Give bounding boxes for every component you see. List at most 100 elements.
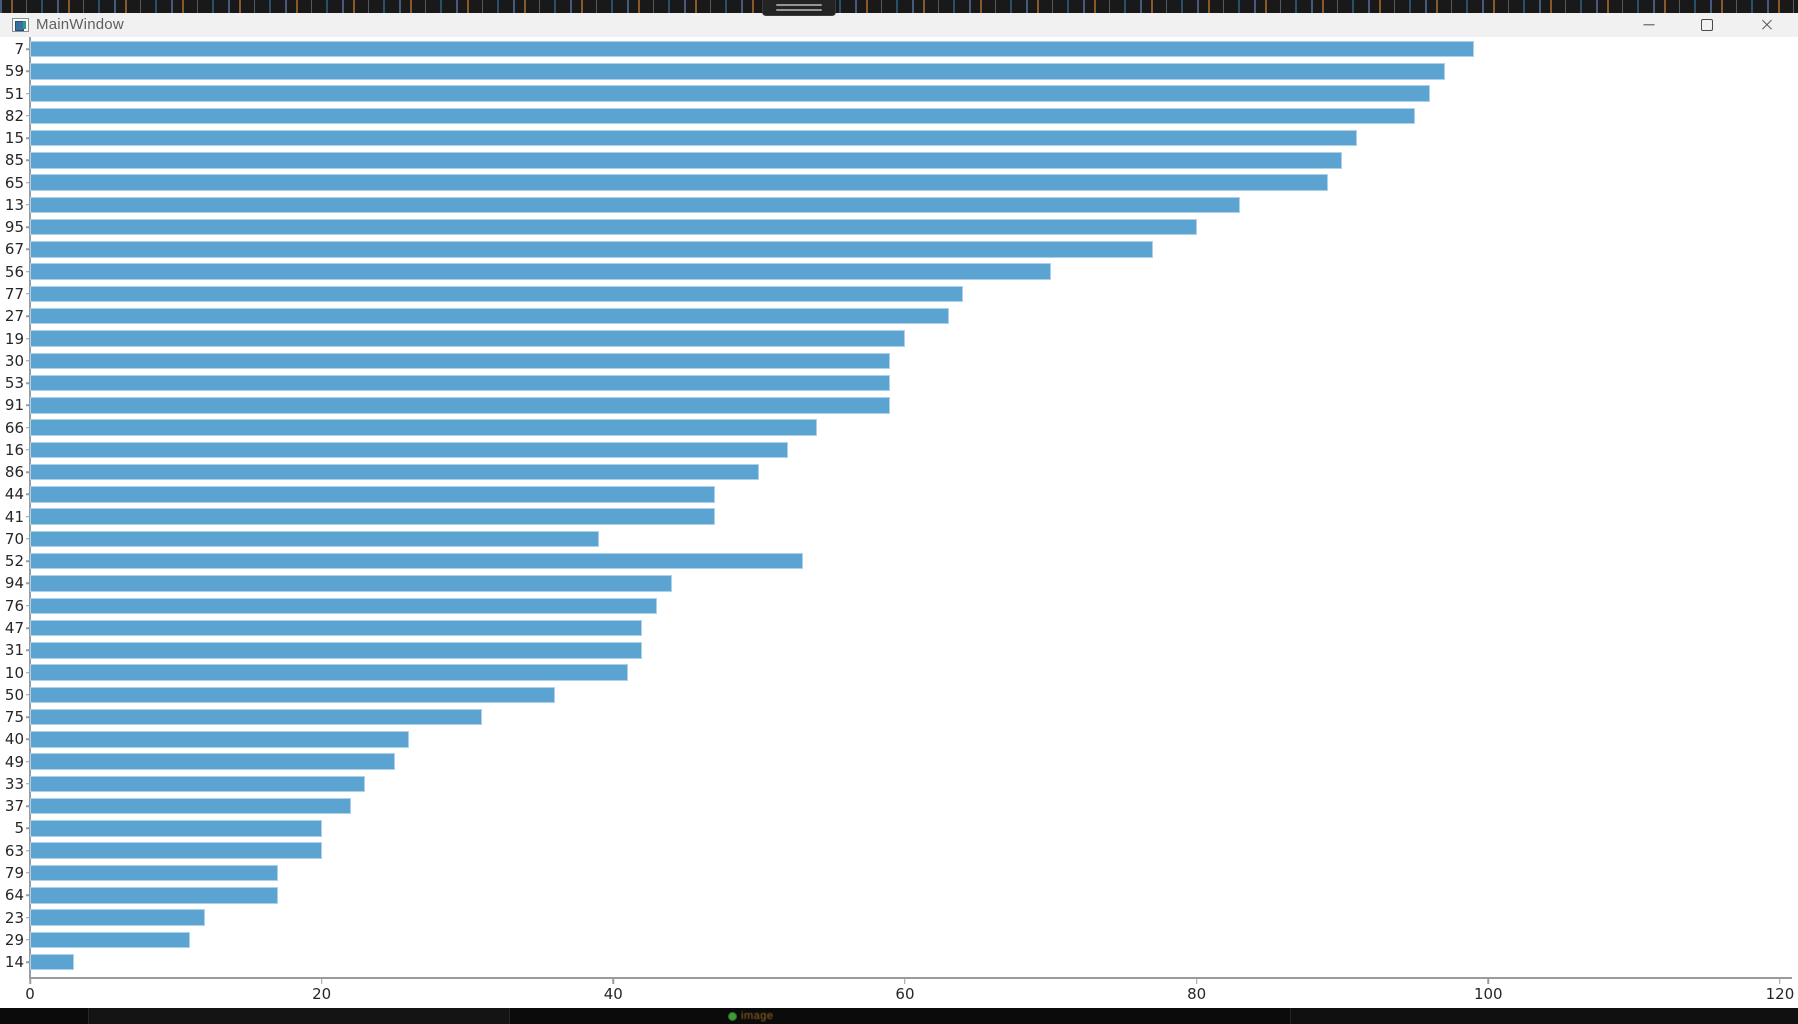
y-tick-label: 7 <box>14 40 24 58</box>
y-tick-label: 30 <box>4 351 24 370</box>
y-tick-label: 76 <box>4 596 24 615</box>
taskbar-app-icon <box>728 1011 737 1021</box>
screen-edge-handle[interactable] <box>762 0 836 16</box>
bar <box>30 953 74 971</box>
handle-line <box>776 4 822 6</box>
y-tick-label: 85 <box>4 151 24 170</box>
y-tick <box>25 315 30 317</box>
y-tick <box>25 805 30 807</box>
y-tick <box>25 605 30 607</box>
y-tick <box>25 582 30 585</box>
bar-chart: 7 59 51 82 15 85 65 13 95 67 56 77 27 19 30 53 91 66 16 86 4… <box>0 37 1798 1008</box>
app-window-icon <box>12 18 29 32</box>
y-axis-line <box>29 37 31 978</box>
x-tick <box>612 978 615 984</box>
x-tick-label: 40 <box>603 985 623 1003</box>
maximize-button[interactable] <box>1678 13 1736 37</box>
y-tick <box>25 471 30 473</box>
x-tick <box>320 978 323 984</box>
y-tick <box>25 226 30 228</box>
y-tick-label: 49 <box>4 752 24 771</box>
minimize-button[interactable] <box>1620 13 1678 37</box>
y-tick <box>25 783 30 785</box>
bar <box>30 241 1153 258</box>
taskbar-app[interactable]: image <box>728 1008 773 1024</box>
bar <box>30 530 599 548</box>
x-tick-label: 20 <box>312 985 332 1003</box>
x-tick <box>1487 978 1490 984</box>
y-tick-label: 59 <box>4 62 24 81</box>
bar <box>30 174 1328 191</box>
y-tick <box>25 92 30 95</box>
y-tick <box>25 627 30 629</box>
window-titlebar[interactable]: MainWindow × <box>0 13 1798 37</box>
y-tick-label: 33 <box>4 774 24 793</box>
y-tick-label: 40 <box>4 730 24 749</box>
y-tick <box>25 738 30 741</box>
y-tick-label: 91 <box>4 396 24 415</box>
bar <box>30 463 760 481</box>
bar <box>30 597 658 614</box>
y-tick <box>25 694 30 696</box>
bar <box>30 486 716 503</box>
y-tick-label: 95 <box>4 218 24 237</box>
x-tick <box>1195 978 1198 984</box>
bar <box>30 552 803 570</box>
y-tick <box>25 560 30 562</box>
x-tick-label: 60 <box>895 985 915 1003</box>
bar <box>30 820 322 837</box>
y-tick-label: 5 <box>14 819 24 838</box>
bar <box>30 218 1197 236</box>
y-tick-label: 10 <box>4 663 24 682</box>
y-tick-label: 16 <box>4 440 24 459</box>
y-tick-label: 27 <box>4 307 24 326</box>
y-tick-label: 79 <box>4 863 24 882</box>
bar <box>30 731 410 748</box>
y-tick-label: 82 <box>4 106 24 125</box>
bar <box>30 263 1051 280</box>
bar <box>30 642 643 659</box>
background-window-strip <box>0 0 1798 13</box>
bar <box>30 931 191 949</box>
app-icon-bar <box>23 21 26 29</box>
handle-line <box>776 9 822 11</box>
y-tick <box>25 493 30 496</box>
y-tick <box>25 181 30 184</box>
y-tick <box>25 849 30 852</box>
y-tick <box>25 827 30 830</box>
bar <box>30 152 1343 169</box>
bar <box>30 107 1416 125</box>
y-tick-label: 53 <box>4 374 24 393</box>
bar <box>30 285 964 303</box>
bar <box>30 397 891 414</box>
y-tick <box>25 360 30 362</box>
y-tick-label: 29 <box>4 930 24 949</box>
x-tick <box>904 978 906 984</box>
window-title: MainWindow <box>36 16 124 33</box>
close-button[interactable]: × <box>1738 13 1796 37</box>
bar <box>30 619 643 637</box>
y-tick-label: 70 <box>4 529 24 548</box>
y-tick-label: 47 <box>4 619 24 638</box>
y-tick <box>25 939 30 941</box>
y-tick-label: 75 <box>4 708 24 727</box>
x-tick-label: 120 <box>1765 985 1795 1003</box>
y-tick-label: 23 <box>4 908 24 927</box>
y-tick <box>25 159 30 162</box>
y-tick-label: 44 <box>4 485 24 504</box>
taskbar-segment <box>1290 1008 1798 1024</box>
y-tick <box>25 248 30 251</box>
y-tick-label: 19 <box>4 329 24 348</box>
y-tick <box>25 649 30 652</box>
bar <box>30 775 366 793</box>
bar <box>30 196 1241 214</box>
x-tick-label: 80 <box>1187 985 1207 1003</box>
taskbar-segment <box>88 1008 510 1024</box>
y-tick <box>25 382 30 384</box>
bar <box>30 708 483 726</box>
minimize-icon <box>1643 24 1655 26</box>
y-tick <box>25 538 30 540</box>
y-tick-label: 14 <box>4 953 24 972</box>
y-tick-label: 66 <box>4 418 24 437</box>
